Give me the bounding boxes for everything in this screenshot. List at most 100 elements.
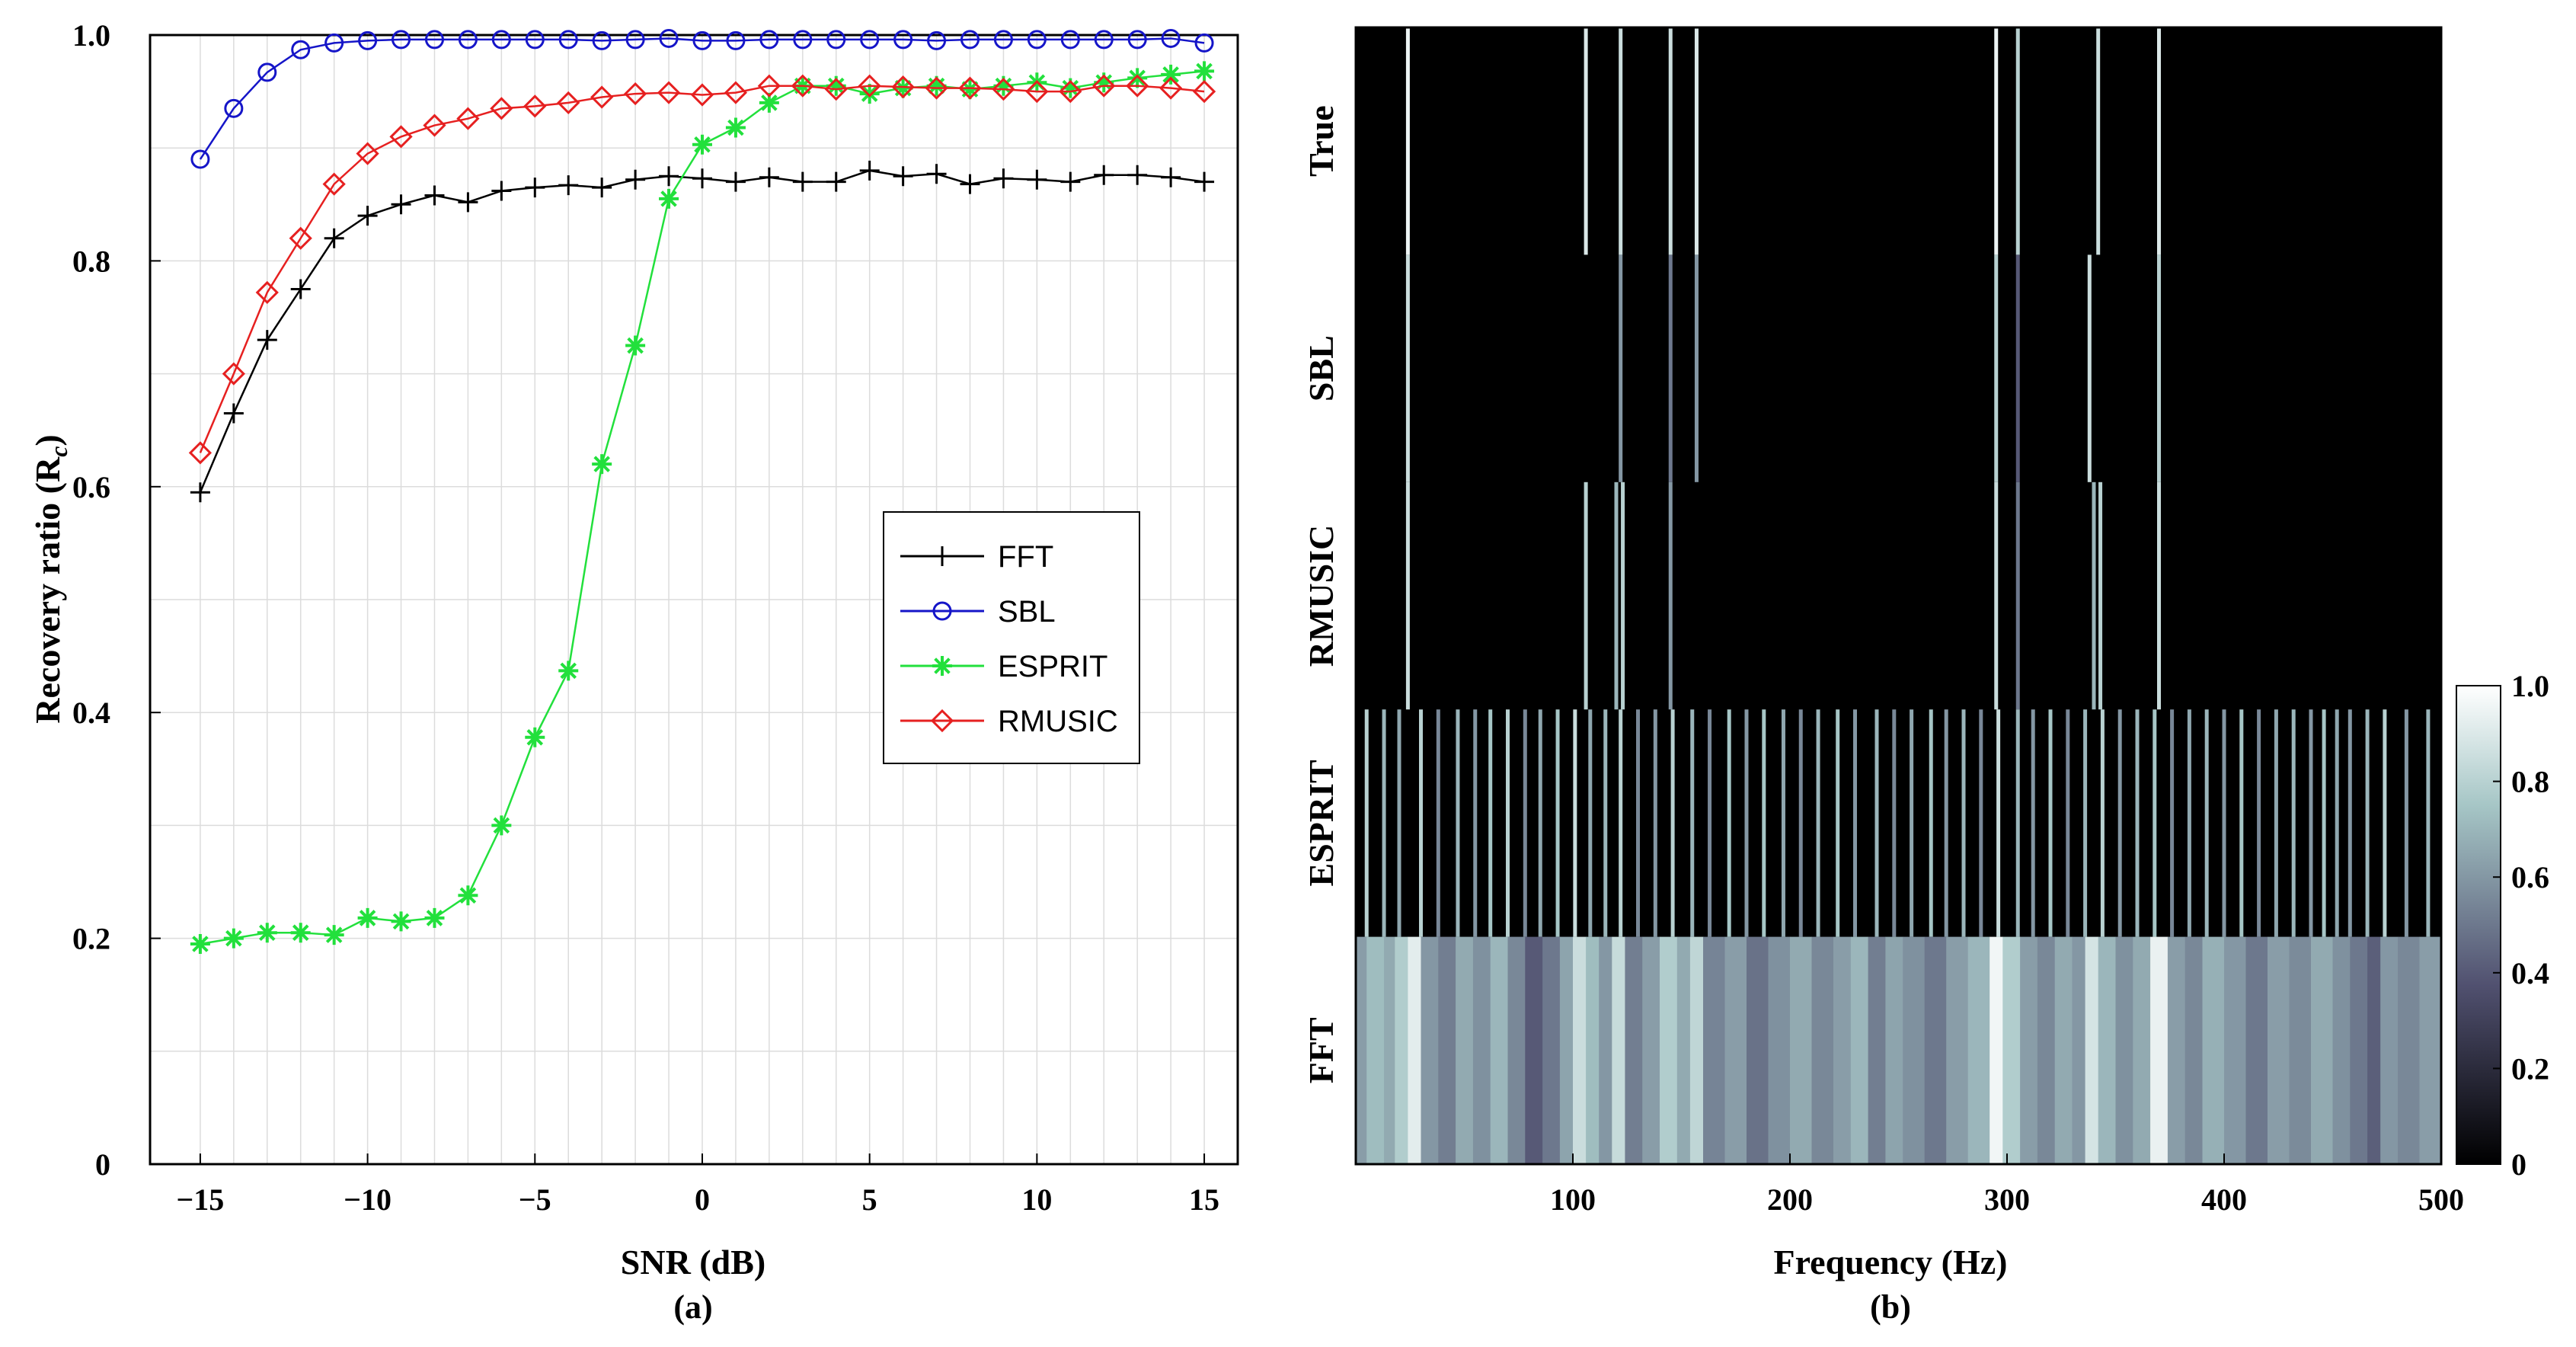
heatmap-line-esprit	[1762, 709, 1766, 937]
data-point-fft	[1127, 165, 1148, 185]
heatmap-line-sbl	[1619, 254, 1623, 482]
data-point-fft	[692, 168, 712, 189]
heatmap-cell-fft	[1599, 936, 1612, 1164]
heatmap-line-esprit	[1944, 709, 1948, 937]
colorbar-tick-label: 0	[2511, 1147, 2526, 1182]
heatmap-line-sbl	[1668, 254, 1673, 482]
heatmap-line-rmusic	[1614, 482, 1619, 710]
heatmap-cell-fft	[2098, 936, 2116, 1164]
heatmap-cell-fft	[1946, 936, 1969, 1164]
heatmap-cell-fft	[1542, 936, 1561, 1164]
data-point-sbl	[491, 30, 511, 50]
heatmap-line-esprit	[1690, 709, 1695, 937]
data-point-sbl	[759, 30, 779, 50]
heatmap-line-esprit	[1382, 709, 1386, 937]
legend-entry-fft: FFT	[998, 540, 1053, 574]
data-point-sbl	[558, 30, 578, 50]
heatmap-cell-fft	[1833, 936, 1852, 1164]
data-point-fft	[1094, 165, 1114, 185]
data-point-rmusic	[1059, 79, 1082, 104]
data-point-fft	[424, 185, 445, 206]
data-point-sbl	[358, 30, 378, 50]
data-point-esprit	[491, 815, 512, 836]
data-point-sbl	[1027, 30, 1047, 50]
heatmap-cell-fft	[1768, 936, 1791, 1164]
data-point-fft	[993, 168, 1014, 189]
series-rmusic	[188, 74, 1216, 465]
data-point-sbl	[224, 98, 244, 118]
data-point-sbl	[893, 30, 913, 50]
colorbar-tick-label: 0.2	[2511, 1051, 2549, 1086]
data-point-sbl	[424, 30, 444, 50]
data-point-fft	[391, 194, 411, 215]
heatmap-line-rmusic	[1994, 482, 1999, 710]
heatmap-line-esprit	[1874, 709, 1879, 937]
heatmap-line-esprit	[1781, 709, 1785, 937]
data-point-esprit	[659, 188, 679, 209]
heatmap-line-esprit	[1929, 709, 1933, 937]
row-label-rmusic: RMUSIC	[1302, 525, 1341, 667]
data-point-rmusic	[623, 82, 647, 106]
heatmap-line-esprit	[1910, 709, 1914, 937]
data-point-sbl	[826, 30, 846, 50]
x-tick-label: −15	[177, 1182, 225, 1217]
colorbar-bar	[2456, 685, 2501, 1165]
x-tick-label: 100	[1550, 1182, 1596, 1217]
heatmap-cell-fft	[1724, 936, 1747, 1164]
heatmap-line-esprit	[1588, 709, 1593, 937]
panel-a-x-axis-label: SNR (dB)	[621, 1243, 765, 1281]
data-point-esprit	[257, 923, 277, 943]
colorbar-tick-label: 0.8	[2511, 765, 2549, 799]
heatmap-line-esprit	[1397, 709, 1401, 937]
data-point-rmusic	[958, 76, 982, 100]
heatmap-line-esprit	[1506, 709, 1510, 937]
data-point-rmusic	[557, 91, 580, 115]
heatmap-cell-fft	[1456, 936, 1474, 1164]
y-tick-label: 0.2	[72, 922, 110, 956]
heatmap-cell-fft	[2202, 936, 2225, 1164]
panel-a-y-ticks: 0 0.2 0.4 0.6 0.8 1.0	[72, 18, 161, 1182]
heatmap-line-esprit	[1816, 709, 1820, 937]
heatmap-line-esprit	[1636, 709, 1640, 937]
heatmap-line-esprit	[1853, 709, 1857, 937]
heatmap-cell-fft	[2115, 936, 2133, 1164]
data-point-esprit	[759, 92, 779, 113]
heatmap-line-esprit	[2365, 709, 2370, 937]
heatmap-cell-fft	[1472, 936, 1491, 1164]
colorbar-tick-label: 0.6	[2511, 860, 2549, 894]
panel-b-row-labels: True SBL RMUSIC ESPRIT FFT	[1302, 105, 1341, 1083]
heatmap-line-esprit	[2309, 709, 2313, 937]
heatmap-line-esprit	[2117, 709, 2122, 937]
data-point-sbl	[793, 30, 813, 50]
data-point-fft	[659, 166, 679, 187]
heatmap-line-esprit	[2383, 709, 2387, 937]
heatmap-line-esprit	[1892, 709, 1897, 937]
data-point-rmusic	[824, 78, 848, 101]
heatmap-line-true	[1405, 27, 1410, 255]
heatmap-line-rmusic	[1668, 482, 1673, 710]
heatmap-line-sbl	[2015, 254, 2020, 482]
legend-marker-sbl	[932, 601, 952, 621]
data-point-sbl	[257, 62, 277, 82]
heatmap-cell-fft	[2020, 936, 2038, 1164]
heatmap-line-esprit	[1836, 709, 1840, 937]
heatmap-line-esprit	[1744, 709, 1749, 937]
panel-b-colorbar: 0 0.2 0.4 0.6 0.8 1.0	[2456, 669, 2549, 1182]
legend-entry-rmusic: RMUSIC	[998, 705, 1118, 738]
data-point-esprit	[357, 907, 378, 928]
panel-a-y-axis-label-close: )	[28, 434, 67, 446]
data-point-esprit	[1060, 78, 1081, 98]
data-point-esprit	[826, 75, 846, 96]
panel-b-plot-frame	[1354, 26, 2443, 1166]
heatmap-cell-fft	[2367, 936, 2381, 1164]
heatmap-line-esprit	[1555, 709, 1560, 937]
x-tick-label: −5	[519, 1182, 551, 1217]
heatmap-cell-fft	[2224, 936, 2246, 1164]
series-line-rmusic	[199, 85, 1205, 453]
heatmap-line-esprit	[1996, 709, 2001, 937]
panel-a-y-axis-label-main: Recovery ratio (R	[28, 456, 67, 724]
heatmap-line-esprit	[2135, 709, 2140, 937]
data-point-rmusic	[858, 74, 881, 98]
data-point-sbl	[659, 28, 679, 48]
data-point-fft	[357, 206, 378, 226]
